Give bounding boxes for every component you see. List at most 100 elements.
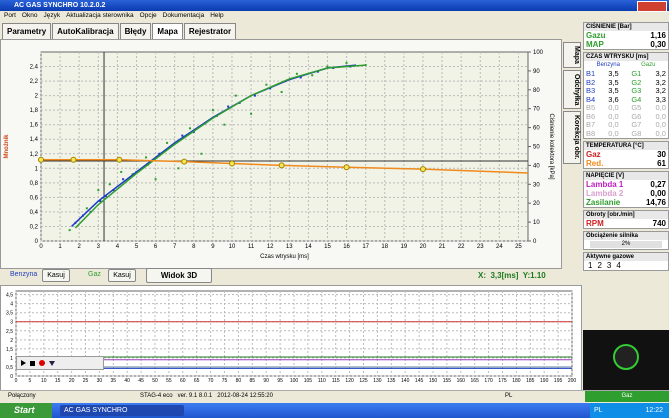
record-button[interactable] — [39, 360, 45, 366]
menu-item[interactable]: Opcje — [139, 12, 157, 19]
y-tick-label: 2 — [35, 94, 39, 100]
x-tick-label: 170 — [484, 378, 493, 384]
tab[interactable]: Błędy — [119, 23, 152, 39]
data-point — [120, 170, 123, 173]
row-value: 0,27 — [650, 180, 666, 189]
y-tick-label: 2,4 — [30, 65, 39, 71]
x-tick-label: 90 — [263, 378, 269, 384]
tab[interactable]: AutoKalibracja — [52, 23, 119, 39]
injector-number[interactable]: 4 — [616, 261, 621, 270]
y2-tick-label: 50 — [533, 145, 540, 151]
y-tick-label: 0 — [10, 374, 13, 380]
row-value: 1,16 — [650, 31, 666, 40]
x-tick-label: 55 — [166, 378, 172, 384]
cursor-readout: X: 3,3[ms] Y:1.10 — [478, 271, 546, 280]
y-tick-label: 0 — [35, 239, 39, 245]
data-point — [223, 123, 226, 126]
section-title: NAPIĘCIE [V] — [584, 172, 668, 180]
rpm-section: Obroty [obr./min] RPM 740 — [583, 210, 669, 229]
x-tick-label: 7 — [173, 244, 177, 250]
mode-switch[interactable] — [613, 344, 639, 370]
stop-button[interactable] — [30, 360, 35, 366]
injector-row: B7 0,0 G7 0,0 — [584, 120, 668, 130]
menu-item[interactable]: Okno — [21, 12, 38, 19]
injector-row: B2 3,5 G2 3,2 — [584, 78, 668, 88]
injector-number[interactable]: 1 — [588, 261, 593, 270]
taskbar-window[interactable]: AC GAS SYNCHRO — [60, 405, 184, 416]
data-point — [181, 134, 184, 137]
injector-number[interactable]: 3 — [606, 261, 612, 270]
x-tick-label: 200 — [568, 378, 577, 384]
row-label: Red. — [586, 159, 604, 168]
plot-area — [40, 51, 529, 242]
x-tick-label: 16 — [343, 244, 350, 250]
value-row: Lambda 1 0,27 — [584, 180, 668, 189]
clear-petrol-button[interactable]: Kasuj — [42, 269, 70, 282]
x-tick-label: 15 — [55, 378, 61, 384]
value-row: Zasilanie 14,76 — [584, 198, 668, 207]
side-tab[interactable]: Korekcja obr. — [563, 111, 581, 164]
data-point — [250, 112, 253, 115]
gas-injector: G6 — [631, 111, 642, 121]
view3d-button[interactable]: Widok 3D — [146, 268, 212, 283]
menu-item[interactable]: Port — [4, 12, 16, 19]
gas-injector: G3 — [631, 86, 642, 95]
play-button[interactable] — [21, 360, 26, 366]
data-point — [345, 61, 348, 64]
x-tick-label: 11 — [248, 244, 255, 250]
tab[interactable]: Mapa — [152, 23, 183, 39]
y-axis-label: Mnożnik — [4, 134, 10, 159]
menu-item[interactable]: Help — [210, 12, 224, 19]
data-point — [188, 127, 191, 130]
data-point — [253, 94, 256, 97]
section-title: CIŚNIENIE [Bar] — [584, 23, 668, 31]
recorder-chart: 0 0,5 1 1,5 2 2,5 3 3,5 4 4,5 0 5 10 15 20 25 30 35 40 45 50… — [6, 290, 577, 384]
injector-number[interactable]: 2 — [597, 261, 602, 270]
tab[interactable]: Parametry — [2, 23, 52, 39]
x-tick-label: 120 — [345, 378, 354, 384]
window-buttons[interactable] — [637, 1, 667, 12]
gas-time: 3,3 — [655, 94, 666, 104]
y-tick-label: 4,5 — [6, 293, 13, 299]
menu-item[interactable]: Aktualizacja sterownika — [66, 12, 134, 19]
data-point — [200, 152, 203, 155]
injector-row: B8 0,0 G8 0,0 — [584, 129, 668, 139]
x-tick-label: 0 — [15, 378, 18, 384]
section-title: TEMPERATURA [°C] — [584, 142, 668, 150]
y2-tick-label: 30 — [533, 182, 540, 188]
menu-item[interactable]: Dokumentacja — [162, 12, 205, 19]
taskbar: Start AC GAS SYNCHRO PL 12:22 — [0, 403, 669, 418]
petrol-injector: B5 — [586, 103, 596, 112]
voltage-section: NAPIĘCIE [V] Lambda 1 0,27 Lambda 2 0,00 Zasi… — [583, 171, 669, 208]
side-tab[interactable]: Mapa — [563, 42, 581, 68]
row-value: 61 — [657, 159, 666, 168]
x-tick-label: 23 — [477, 244, 484, 250]
tab[interactable]: Rejestrator — [183, 23, 237, 39]
data-point — [108, 183, 111, 186]
x-tick-label: 25 — [83, 378, 89, 384]
data-point — [265, 83, 268, 86]
y-tick-label: 3,5 — [6, 311, 13, 317]
data-point — [211, 109, 214, 112]
x-tick-label: 35 — [111, 378, 117, 384]
y-tick-label: 0,2 — [30, 224, 39, 230]
side-tab[interactable]: Odchyłka — [563, 69, 581, 110]
clear-gas-button[interactable]: Kasuj — [108, 269, 136, 282]
petrol-time: 0,0 — [608, 120, 619, 129]
x-axis-label: Czas wtrysku [ms] — [260, 254, 309, 260]
value-row: RPM 740 — [584, 219, 668, 228]
menu-item[interactable]: Język — [43, 12, 61, 19]
gas-time: 3,2 — [655, 86, 666, 95]
x-tick-label: 160 — [457, 378, 466, 384]
pressure-marker — [419, 166, 426, 173]
data-point — [97, 189, 100, 192]
down-button[interactable] — [49, 360, 55, 366]
pressure-marker — [181, 158, 188, 165]
x-tick-label: 12 — [267, 244, 274, 250]
value-row: Lambda 2 0,00 — [584, 189, 668, 198]
start-button[interactable]: Start — [0, 403, 52, 418]
y2-tick-label: 20 — [533, 201, 540, 207]
player-controls — [16, 356, 104, 370]
